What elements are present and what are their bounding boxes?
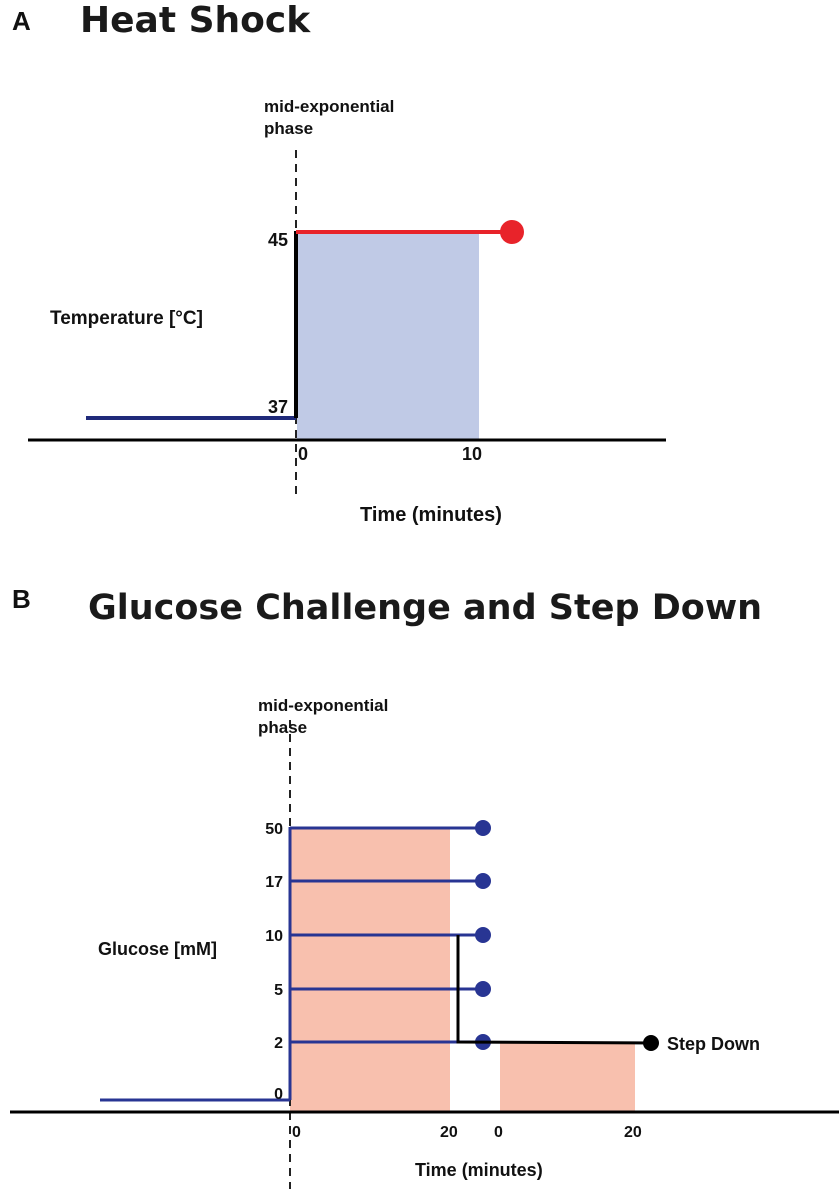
- glucose-5-endpoint-marker: [475, 981, 491, 997]
- panel-a: A Heat Shock mid-exponential phase Tempe…: [12, 0, 666, 526]
- heat-shock-endpoint-marker: [500, 220, 524, 244]
- panel-a-title: Heat Shock: [80, 0, 311, 41]
- panel-b-title: Glucose Challenge and Step Down: [88, 588, 762, 628]
- phase-label-b-line2: phase: [258, 718, 307, 737]
- step-down-shaded-region: [500, 1043, 635, 1112]
- y-tick-5: 5: [274, 982, 283, 999]
- heat-shock-shaded-region: [297, 234, 479, 440]
- x-tick-0-a: 0: [298, 444, 308, 464]
- phase-label-b-line1: mid-exponential: [258, 696, 388, 715]
- y-tick-45: 45: [268, 230, 288, 250]
- x-tick-20-b-first: 20: [440, 1124, 458, 1141]
- time-axis-label-a: Time (minutes): [360, 504, 502, 526]
- step-down-line: [456, 935, 652, 1045]
- y-tick-17: 17: [265, 874, 283, 891]
- glucose-challenge-shaded-region: [290, 828, 450, 1112]
- panel-b: B Glucose Challenge and Step Down mid-ex…: [10, 584, 839, 1189]
- step-down-endpoint-marker: [643, 1035, 659, 1051]
- panel-b-letter: B: [12, 584, 31, 614]
- x-tick-0-b-second: 0: [494, 1124, 503, 1141]
- temperature-axis-label: Temperature [°C]: [50, 308, 203, 329]
- panel-a-letter: A: [12, 6, 31, 36]
- y-tick-10: 10: [265, 928, 283, 945]
- glucose-axis-label: Glucose [mM]: [98, 939, 217, 959]
- y-tick-37: 37: [268, 397, 288, 417]
- phase-label-a-line2: phase: [264, 119, 313, 138]
- x-tick-10-a: 10: [462, 444, 482, 464]
- y-tick-0: 0: [274, 1086, 283, 1103]
- step-down-label: Step Down: [667, 1034, 760, 1054]
- phase-label-a-line1: mid-exponential: [264, 97, 394, 116]
- y-tick-2: 2: [274, 1035, 283, 1052]
- glucose-17-endpoint-marker: [475, 873, 491, 889]
- glucose-50-endpoint-marker: [475, 820, 491, 836]
- x-tick-0-b-first: 0: [292, 1124, 301, 1141]
- x-tick-20-b-second: 20: [624, 1124, 642, 1141]
- y-tick-50: 50: [265, 821, 283, 838]
- time-axis-label-b: Time (minutes): [415, 1160, 543, 1180]
- glucose-10-endpoint-marker: [475, 927, 491, 943]
